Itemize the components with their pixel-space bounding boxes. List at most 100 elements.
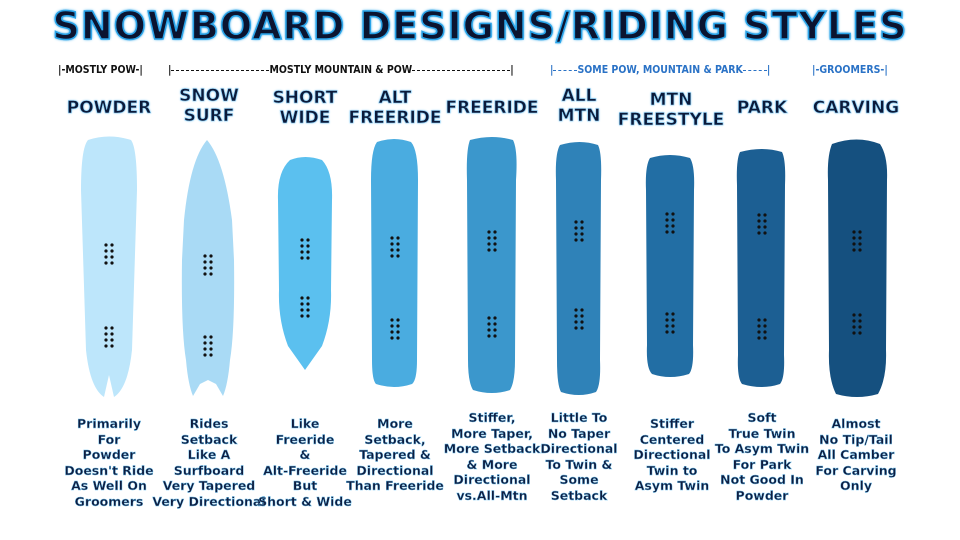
rear-insert-dot (203, 341, 207, 345)
rear-insert-dot (390, 330, 394, 334)
front-insert-dot (110, 243, 114, 247)
board-shape (81, 136, 137, 397)
front-insert-dot (574, 238, 578, 242)
rear-insert-dot (203, 353, 207, 357)
rear-insert-dot (763, 324, 767, 328)
front-insert-dot (396, 236, 400, 240)
board-all-mtn (555, 142, 602, 395)
rear-insert-dot (665, 330, 669, 334)
description-powder: Primarily For Powder Doesn't Ride As Wel… (64, 416, 154, 509)
front-insert-dot (104, 249, 108, 253)
style-name-park: PARK (736, 98, 788, 119)
front-insert-dot (110, 261, 114, 265)
board-shape (277, 157, 333, 370)
rear-insert-dot (493, 334, 497, 338)
board-shape (181, 140, 235, 396)
rear-insert-dot (396, 330, 400, 334)
description-mtn-freestyle: Stiffer Centered Directional Twin to Asy… (633, 416, 711, 494)
front-insert-dot (763, 213, 767, 217)
front-insert-dot (390, 248, 394, 252)
rear-insert-dot (110, 338, 114, 342)
rear-insert-dot (487, 316, 491, 320)
rear-insert-dot (852, 331, 856, 335)
rear-insert-dot (306, 314, 310, 318)
rear-insert-dot (671, 318, 675, 322)
board-shape (645, 155, 695, 377)
style-name-alt-freeride: ALT FREERIDE (348, 88, 442, 129)
rear-insert-dot (671, 330, 675, 334)
front-insert-dot (300, 250, 304, 254)
front-insert-dot (209, 254, 213, 258)
front-insert-dot (580, 220, 584, 224)
front-insert-dot (209, 272, 213, 276)
style-name-freeride: FREERIDE (445, 98, 539, 119)
rear-insert-dot (300, 296, 304, 300)
front-insert-dot (574, 220, 578, 224)
rear-insert-dot (487, 322, 491, 326)
rear-insert-dot (203, 347, 207, 351)
rear-insert-dot (487, 328, 491, 332)
board-snow-surf (181, 140, 235, 396)
rear-insert-dot (574, 320, 578, 324)
rear-insert-dot (665, 324, 669, 328)
front-insert-dot (390, 242, 394, 246)
rear-insert-dot (493, 328, 497, 332)
rear-insert-dot (757, 330, 761, 334)
front-insert-dot (300, 256, 304, 260)
front-insert-dot (306, 244, 310, 248)
front-insert-dot (671, 212, 675, 216)
front-insert-dot (757, 219, 761, 223)
rear-insert-dot (300, 308, 304, 312)
rear-insert-dot (209, 335, 213, 339)
front-insert-dot (671, 230, 675, 234)
front-insert-dot (487, 230, 491, 234)
front-insert-dot (757, 213, 761, 217)
style-name-carving: CARVING (812, 98, 900, 119)
rear-insert-dot (493, 322, 497, 326)
group-label-some-pow-mountain-park: | SOME POW, MOUNTAIN & PARK | (550, 64, 771, 76)
rear-insert-dot (104, 338, 108, 342)
description-all-mtn: Little To No Taper Directional To Twin &… (540, 410, 618, 503)
rear-insert-dot (852, 325, 856, 329)
front-insert-dot (110, 255, 114, 259)
rear-insert-dot (580, 320, 584, 324)
rear-insert-dot (580, 308, 584, 312)
rear-insert-dot (665, 312, 669, 316)
rear-insert-dot (858, 325, 862, 329)
rear-insert-dot (574, 314, 578, 318)
front-insert-dot (763, 219, 767, 223)
front-insert-dot (209, 260, 213, 264)
group-label-mostly-mountain-pow: | MOSTLY MOUNTAIN & POW | (168, 64, 514, 76)
front-insert-dot (493, 248, 497, 252)
front-insert-dot (757, 225, 761, 229)
front-insert-dot (306, 250, 310, 254)
front-insert-dot (104, 261, 108, 265)
rear-insert-dot (671, 312, 675, 316)
rear-insert-dot (104, 332, 108, 336)
rear-insert-dot (110, 332, 114, 336)
front-insert-dot (665, 230, 669, 234)
front-insert-dot (396, 242, 400, 246)
front-insert-dot (671, 218, 675, 222)
front-insert-dot (487, 236, 491, 240)
board-shape (736, 149, 786, 387)
front-insert-dot (671, 224, 675, 228)
front-insert-dot (300, 244, 304, 248)
rear-insert-dot (574, 308, 578, 312)
rear-insert-dot (493, 316, 497, 320)
front-insert-dot (104, 243, 108, 247)
description-snow-surf: Rides Setback Like A Surfboard Very Tape… (152, 416, 266, 509)
rear-insert-dot (390, 324, 394, 328)
board-powder (81, 136, 137, 397)
front-insert-dot (763, 225, 767, 229)
front-insert-dot (580, 226, 584, 230)
rear-insert-dot (110, 326, 114, 330)
rear-insert-dot (852, 319, 856, 323)
front-insert-dot (493, 242, 497, 246)
front-insert-dot (110, 249, 114, 253)
rear-insert-dot (209, 347, 213, 351)
page-title: SNOWBOARD DESIGNS/RIDING STYLES (52, 3, 908, 49)
description-park: Soft True Twin To Asym Twin For Park Not… (714, 410, 810, 503)
front-insert-dot (104, 255, 108, 259)
